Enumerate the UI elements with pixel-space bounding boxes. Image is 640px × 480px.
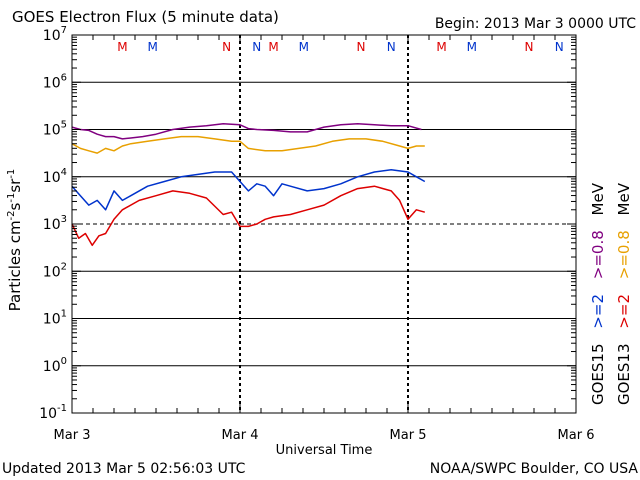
axis-ticks xyxy=(71,35,577,414)
marker-goes15-m: M xyxy=(299,40,309,54)
marker-goes13-m: M xyxy=(268,40,278,54)
x-tick-label: Mar 3 xyxy=(54,428,91,443)
gridlines xyxy=(72,81,576,367)
y-tick-label: 102 xyxy=(43,261,67,280)
y-axis-label: Particles cm-2s-1sr-1 xyxy=(6,169,24,312)
y-tick-labels: 107 106 105 104 103 102 101 100 10-1 xyxy=(39,25,67,422)
series-lines xyxy=(71,123,426,247)
y-tick-label: 106 xyxy=(43,72,67,91)
legend-goes15: GOES15 >=2 >=0.8 MeV xyxy=(589,182,607,405)
marker-goes13-m: M xyxy=(436,40,446,54)
legend-unit-bottom: MeV xyxy=(615,182,633,215)
marker-goes15-n: N xyxy=(252,40,261,54)
legend: GOES15 >=2 >=0.8 MeV GOES13 >=2 >=0.8 Me… xyxy=(589,182,633,405)
marker-goes13-n: N xyxy=(222,40,231,54)
marker-goes13-m: M xyxy=(117,40,127,54)
series-line xyxy=(71,135,425,154)
y-tick-label: 103 xyxy=(43,214,67,233)
marker-goes15-n: N xyxy=(555,40,564,54)
day-boundary-lines xyxy=(239,35,409,413)
updated-timestamp: Updated 2013 Mar 5 02:56:03 UTC xyxy=(2,461,246,477)
x-tick-labels: Mar 3 Mar 4 Mar 5 Mar 6 xyxy=(54,428,595,443)
y-tick-label: 105 xyxy=(43,120,67,139)
legend-goes15-sat: GOES15 xyxy=(589,343,607,405)
series-line xyxy=(71,185,426,247)
mn-markers: M M MM M MN N NN N N xyxy=(117,40,563,54)
y-tick-label: 107 xyxy=(43,25,67,44)
x-tick-label: Mar 5 xyxy=(390,428,427,443)
marker-goes13-n: N xyxy=(356,40,365,54)
marker-goes15-m: M xyxy=(147,40,157,54)
legend-unit-top: MeV xyxy=(589,182,607,215)
marker-goes15-m: M xyxy=(467,40,477,54)
x-tick-label: Mar 6 xyxy=(558,428,595,443)
credit: NOAA/SWPC Boulder, CO USA xyxy=(429,461,638,477)
legend-goes15-e2: >=2 xyxy=(589,294,607,329)
y-tick-label: 100 xyxy=(43,356,67,375)
y-tick-label: 104 xyxy=(43,167,67,186)
x-tick-label: Mar 4 xyxy=(222,428,259,443)
y-tick-label: 101 xyxy=(43,309,67,328)
y-tick-label: 10-1 xyxy=(39,403,67,422)
x-axis-label: Universal Time xyxy=(276,443,373,458)
legend-goes13: GOES13 >=2 >=0.8 MeV xyxy=(615,182,633,405)
chart-title: GOES Electron Flux (5 minute data) xyxy=(12,8,279,26)
legend-goes13-e2: >=2 xyxy=(615,294,633,329)
marker-goes13-n: N xyxy=(524,40,533,54)
series-line xyxy=(71,168,426,211)
series-line xyxy=(71,123,422,140)
legend-goes13-sat: GOES13 xyxy=(615,343,633,405)
legend-goes13-e08: >=0.8 xyxy=(615,230,633,279)
legend-goes15-e08: >=0.8 xyxy=(589,230,607,279)
begin-time: Begin: 2013 Mar 3 0000 UTC xyxy=(434,16,636,32)
marker-goes15-n: N xyxy=(387,40,396,54)
